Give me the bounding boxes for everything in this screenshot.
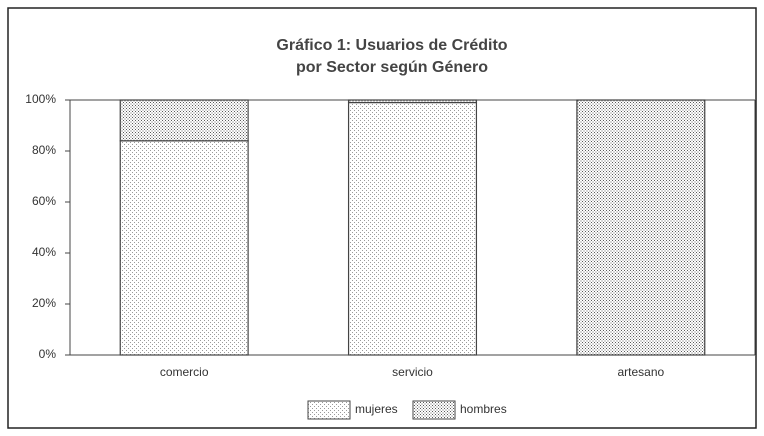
x-tick-label: artesano [617, 365, 664, 379]
legend-swatch [307, 400, 351, 420]
bar-segment [576, 99, 706, 356]
bar-segment [347, 101, 478, 356]
y-tick-label: 80% [32, 143, 56, 157]
bar-segment [119, 140, 249, 356]
chart-title: Gráfico 1: Usuarios de Crédito [276, 37, 507, 54]
legend-swatch [412, 400, 456, 420]
bar-segment [119, 99, 249, 142]
x-tick-label: servicio [392, 365, 433, 379]
y-tick-label: 40% [32, 245, 56, 259]
legend-label: mujeres [355, 402, 398, 416]
y-tick-label: 100% [25, 92, 56, 106]
y-tick-label: 20% [32, 296, 56, 310]
chart-title: por Sector según Género [296, 59, 488, 76]
legend-label: hombres [460, 402, 507, 416]
y-tick-label: 60% [32, 194, 56, 208]
x-tick-label: comercio [160, 365, 209, 379]
y-tick-label: 0% [39, 347, 57, 361]
bar-segment [347, 99, 478, 104]
